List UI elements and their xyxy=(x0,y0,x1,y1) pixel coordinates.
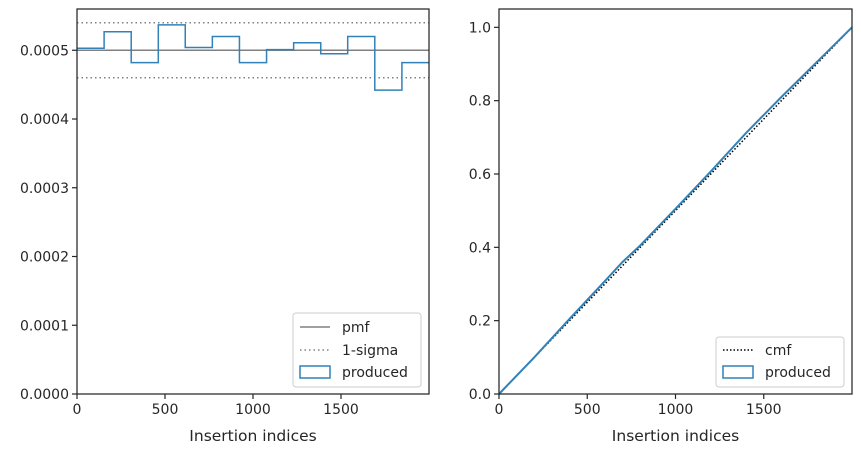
right-y-tick-label: 0.8 xyxy=(469,94,491,110)
left-axes-frame xyxy=(76,8,430,395)
legend-produced-cmf-swatch xyxy=(722,365,754,379)
right-x-tick-label: 1000 xyxy=(658,402,694,418)
left-x-axis-ticks: 0 500 1000 1500 xyxy=(73,394,359,418)
left-y-tick-label: 0.0000 xyxy=(20,387,69,403)
right-y-tick-label: 0.4 xyxy=(469,240,491,256)
left-legend-box xyxy=(292,312,422,388)
right-x-tick-label: 0 xyxy=(495,402,504,418)
right-y-tick-label: 0.2 xyxy=(469,314,491,330)
left-y-tick-label: 0.0003 xyxy=(20,181,69,197)
left-y-tick-label: 0.0004 xyxy=(20,112,69,128)
legend-produced-swatch xyxy=(299,365,331,379)
left-x-tick-label: 500 xyxy=(152,402,179,418)
left-y-tick-label: 0.0001 xyxy=(20,318,69,334)
legend-1-sigma-label: 1-sigma xyxy=(342,343,398,359)
right-y-tick-label: 0.6 xyxy=(469,167,491,183)
left-y-tick-label: 0.0002 xyxy=(20,250,69,266)
left-x-tick-label: 1500 xyxy=(323,402,359,418)
right-x-tick-label: 500 xyxy=(574,402,601,418)
left-y-axis-ticks: 0.0000 0.0001 0.0002 0.0003 0.0004 0.0005 xyxy=(20,43,77,403)
produced-cmf-series xyxy=(498,26,853,395)
right-x-axis-title: Insertion indices xyxy=(612,427,739,445)
left-x-tick-label: 0 xyxy=(73,402,82,418)
left-x-tick-label: 1000 xyxy=(235,402,271,418)
produced-step-series xyxy=(77,24,429,91)
legend-cmf-label: cmf xyxy=(765,343,792,359)
left-x-axis-title: Insertion indices xyxy=(189,427,316,445)
left-plot-area xyxy=(77,22,429,91)
legend-pmf-label: pmf xyxy=(342,320,371,336)
right-y-tick-label: 1.0 xyxy=(469,20,491,36)
right-x-tick-label: 1500 xyxy=(746,402,782,418)
right-plot-area xyxy=(498,26,853,395)
right-y-tick-label: 0.0 xyxy=(469,387,491,403)
right-y-axis-ticks: 0.0 0.2 0.4 0.6 0.8 1.0 xyxy=(469,20,499,403)
right-axes-frame xyxy=(498,8,853,395)
right-legend: cmf produced xyxy=(715,336,845,388)
left-chart-panel: 0 500 1000 1500 0.00000.00010.00020.00030.0… xyxy=(20,8,430,445)
right-x-axis-ticks: 0 500 1000 1500 xyxy=(495,394,782,418)
left-y-tick-label: 0.0005 xyxy=(20,43,69,59)
legend-produced-label: produced xyxy=(342,365,408,381)
legend-produced-cmf-label: produced xyxy=(765,365,831,381)
left-legend: pmf 1-sigma produced xyxy=(292,312,422,388)
right-chart-panel: 0 500 1000 1500 0.0 0.2 0.4 0.6 0.8 1.0 Insertio… xyxy=(469,8,853,445)
